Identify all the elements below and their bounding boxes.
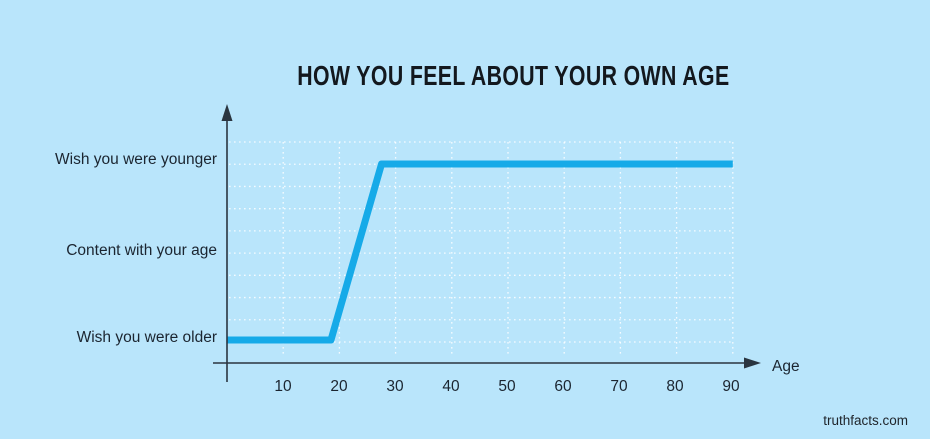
x-tick-30: 30 [386,378,404,395]
x-axis-ticks: 10 20 30 40 50 60 70 80 90 [255,377,759,397]
x-tick-60: 60 [554,378,572,395]
x-tick-90: 90 [722,378,740,395]
site-credit: truthfacts.com [823,413,908,428]
x-axis-title: Age [772,358,800,375]
x-tick-70: 70 [610,378,628,395]
chart-title-text: HOW YOU FEEL ABOUT YOUR OWN AGE [297,60,730,91]
x-tick-10: 10 [274,378,292,395]
x-tick-40: 40 [442,378,460,395]
y-axis-label-content: Content with your age [66,242,217,259]
y-axis-label-younger: Wish you were younger [55,151,217,168]
y-axis-label-older: Wish you were older [76,329,217,346]
x-tick-20: 20 [330,378,348,395]
chart-title: HOW YOU FEEL ABOUT YOUR OWN AGE [229,56,730,91]
x-tick-80: 80 [666,378,684,395]
x-tick-50: 50 [498,378,516,395]
